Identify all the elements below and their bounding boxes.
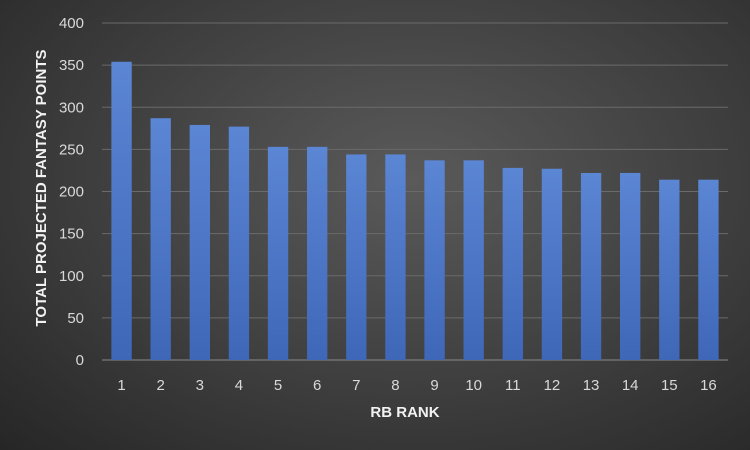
y-tick-label: 250: [59, 141, 84, 158]
bar: [698, 179, 719, 360]
x-tick-label: 1: [117, 377, 125, 394]
x-tick-label: 12: [544, 377, 561, 394]
bar: [346, 154, 367, 360]
y-axis-title: TOTAL PROJECTED FANTASY POINTS: [33, 50, 50, 327]
x-tick-label: 2: [157, 377, 165, 394]
x-tick-label: 3: [196, 377, 204, 394]
x-tick-label: 4: [235, 377, 243, 394]
y-tick-label: 300: [59, 99, 84, 116]
y-tick-label: 100: [59, 268, 84, 285]
bar: [580, 172, 602, 360]
bar: [228, 126, 250, 360]
bar: [267, 146, 289, 360]
x-tick-label: 13: [583, 377, 600, 394]
x-tick-label: 8: [391, 377, 399, 394]
bar: [659, 179, 680, 360]
bar: [463, 160, 484, 360]
x-tick-label: 7: [352, 377, 360, 394]
x-tick-label: 15: [661, 377, 678, 394]
bar: [307, 146, 328, 360]
y-tick-label: 150: [59, 226, 84, 243]
bar: [502, 167, 523, 360]
x-tick-label: 11: [505, 377, 521, 394]
y-axis-ticks: 0 50 100 150 200 250 300 350 400: [59, 15, 84, 369]
y-tick-label: 350: [59, 57, 84, 74]
x-tick-label: 5: [274, 377, 282, 394]
x-tick-label: 9: [430, 377, 438, 394]
bar: [541, 168, 563, 360]
bar: [424, 160, 445, 360]
y-tick-label: 200: [59, 184, 84, 201]
x-tick-label: 10: [465, 377, 482, 394]
y-tick-label: 0: [76, 352, 84, 369]
x-tick-label: 6: [313, 377, 321, 394]
y-tick-label: 400: [59, 15, 84, 32]
bar: [189, 124, 210, 360]
bar: [111, 61, 132, 360]
y-tick-label: 50: [67, 310, 84, 327]
bar: [385, 154, 406, 360]
bar: [150, 118, 171, 360]
bars: [111, 61, 719, 360]
bar: [620, 172, 641, 360]
x-tick-label: 14: [622, 377, 639, 394]
x-axis-ticks: 1 2 3 4 5 6 7 8 9 10 11 12 13 14 15 16: [117, 377, 716, 394]
x-axis-title: RB RANK: [370, 404, 439, 421]
x-tick-label: 16: [700, 377, 717, 394]
